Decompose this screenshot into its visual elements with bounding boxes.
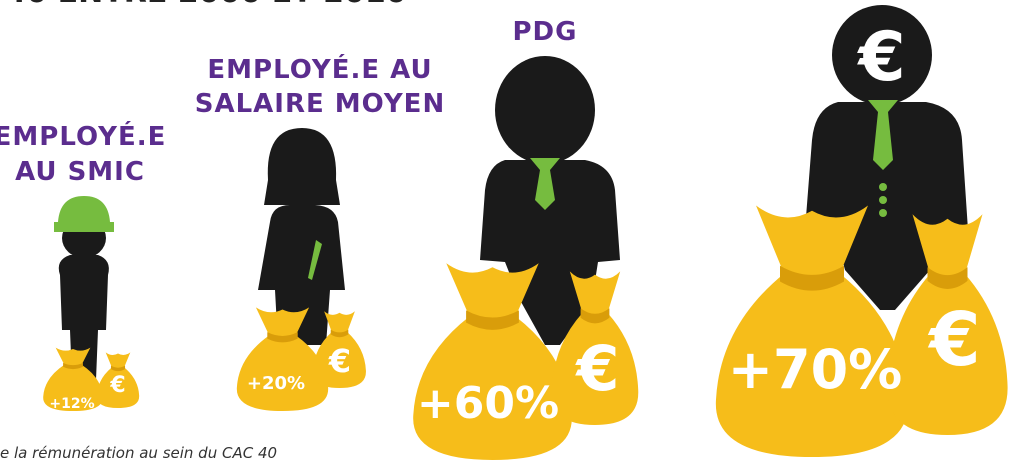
label: EMPLOYÉ.E [0,120,166,152]
label: AU SMIC [15,157,145,187]
title: S 40 ENTRE 2000 ET 2010 [0,0,407,10]
increase: +12% [49,396,94,412]
increase: +60% [417,378,559,429]
label: PDG [513,17,578,47]
infographic: S 40 ENTRE 2000 ET 2010 EMPLOYÉ.E AU SMI… [0,0,1032,466]
euro: € [574,332,619,405]
figure-smic: EMPLOYÉ.E AU SMIC +12% € [0,120,166,412]
figure-top: € +70% € [716,5,1008,457]
figure-salaire-moyen: EMPLOYÉ.E AU SALAIRE MOYEN +20% € [195,53,445,411]
footnote: e la rémunération au sein du CAC 40 [0,444,277,462]
label: SALAIRE MOYEN [195,89,445,119]
euro: € [927,297,981,383]
euro: € [109,373,125,398]
label: EMPLOYÉ.E AU [207,53,432,85]
euro: € [328,342,351,380]
increase: +70% [728,338,903,401]
euro: € [856,18,905,97]
increase: +20% [247,373,305,394]
figure-pdg: PDG +60% € [413,17,638,460]
